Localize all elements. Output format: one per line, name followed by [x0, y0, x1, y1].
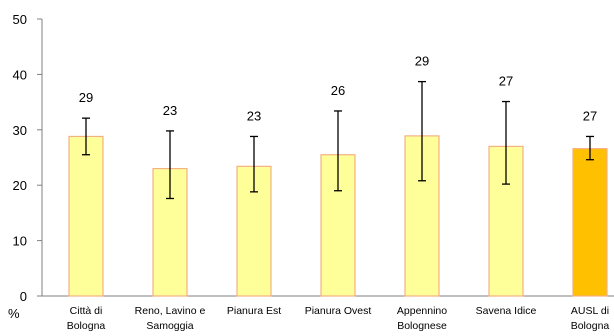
- data-label: 29: [79, 90, 93, 105]
- bar: [68, 135, 104, 297]
- category-label-line: Savena Idice: [476, 305, 537, 317]
- category-label-line: Pianura Ovest: [305, 305, 372, 317]
- data-label: 27: [499, 74, 513, 89]
- category-label: AUSL di Bologna: [571, 305, 610, 332]
- y-axis-unit-label: %: [8, 306, 20, 321]
- category-label-line: Bologna: [67, 320, 106, 332]
- y-tick-label: 20: [13, 178, 27, 193]
- data-label: 23: [163, 103, 177, 118]
- category-label-line: Samoggia: [146, 320, 193, 332]
- data-label: 29: [415, 54, 429, 69]
- category-label-line: Appennino: [397, 305, 447, 317]
- y-tick-label: 40: [13, 67, 27, 82]
- data-label: 26: [331, 83, 345, 98]
- category-labels: Città di Bologna Reno, Lavino e Samoggia Pia…: [67, 305, 610, 332]
- y-tick-label: 50: [13, 12, 27, 27]
- error-bars: [82, 80, 594, 200]
- category-label: Città di Bologna: [67, 305, 106, 332]
- category-label: Pianura Ovest: [305, 305, 372, 317]
- data-label: 27: [583, 108, 597, 123]
- category-label-line: AUSL di: [571, 305, 609, 317]
- y-axis: %: [8, 18, 43, 321]
- category-label-line: Bolognese: [397, 320, 447, 332]
- category-label-line: Città di: [70, 305, 103, 317]
- category-label-line: Reno, Lavino e: [135, 305, 206, 317]
- y-tick-label: 0: [20, 289, 27, 304]
- category-label: Appennino Bolognese: [397, 305, 447, 332]
- data-labels: 29 23 23 26 29 27 27: [79, 54, 597, 124]
- category-label: Pianura Est: [227, 305, 281, 317]
- category-label-line: Bologna: [571, 320, 610, 332]
- category-label: Reno, Lavino e Samoggia: [135, 305, 206, 332]
- y-tick-labels: 0 10 20 30 40 50: [13, 12, 27, 304]
- y-tick-label: 30: [13, 123, 27, 138]
- category-label: Savena Idice: [476, 305, 537, 317]
- category-label-line: Pianura Est: [227, 305, 281, 317]
- bar: [572, 148, 608, 297]
- y-tick-label: 10: [13, 234, 27, 249]
- data-label: 23: [247, 108, 261, 123]
